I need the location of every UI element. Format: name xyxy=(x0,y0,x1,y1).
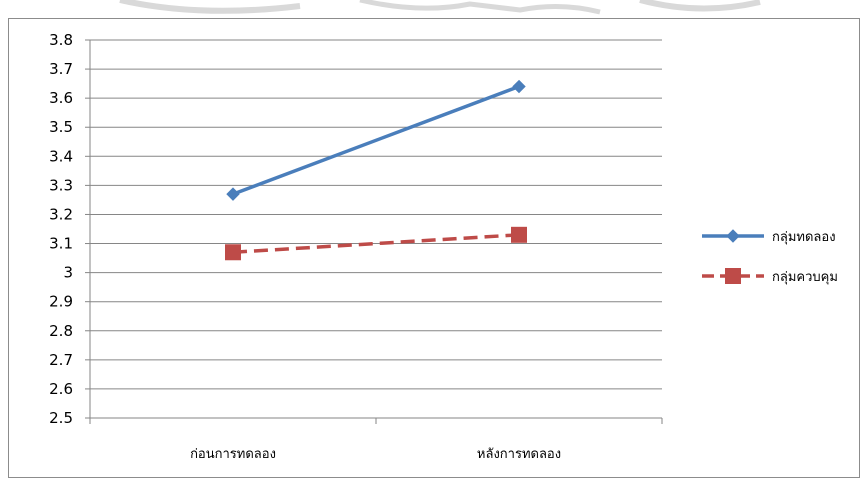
y-tick-label: 3.8 xyxy=(49,31,73,49)
legend-marker xyxy=(726,229,740,243)
series-line-2 xyxy=(232,233,520,255)
x-category-label: ก่อนการทดลอง xyxy=(190,447,276,462)
y-tick-label: 3.5 xyxy=(49,118,73,136)
legend-marker xyxy=(725,268,741,284)
data-point xyxy=(512,79,526,94)
y-tick-label: 3.3 xyxy=(49,176,73,194)
legend-label: กลุ่มทดลอง xyxy=(772,230,836,245)
y-tick-label: 2.9 xyxy=(49,293,73,311)
y-axis-ticks: 2.5 2.6 2.7 2.8 2.9 3 3.1 3.2 3.3 3.4 3.5 3.6 3.7 3.8 xyxy=(49,31,73,427)
y-tick-label: 3.6 xyxy=(49,89,73,107)
y-tick-label: 2.8 xyxy=(49,322,73,340)
y-tick-label: 2.6 xyxy=(49,380,73,398)
data-point xyxy=(511,226,527,243)
y-tick-label: 2.5 xyxy=(49,409,73,427)
watermark-graphic xyxy=(119,0,761,15)
y-tick-label: 3.4 xyxy=(49,147,73,165)
y-tick-label: 3.1 xyxy=(49,235,73,253)
data-point xyxy=(225,244,241,261)
x-axis-categories: ก่อนการทดลอง หลังการทดลอง xyxy=(190,447,561,462)
series xyxy=(225,79,527,261)
watermark-strip xyxy=(0,0,867,18)
axes xyxy=(85,39,663,424)
x-category-label: หลังการทดลอง xyxy=(477,447,561,462)
y-tick-label: 3.2 xyxy=(49,205,73,223)
y-tick-label: 3.7 xyxy=(49,60,73,78)
y-tick-label: 3 xyxy=(63,264,73,282)
data-point xyxy=(226,187,240,201)
y-tick-label: 2.7 xyxy=(49,351,73,369)
series-line-1 xyxy=(232,84,520,196)
legend-label: กลุ่มควบคุม xyxy=(772,270,838,285)
gridlines xyxy=(90,39,662,419)
chart-frame xyxy=(8,18,860,478)
